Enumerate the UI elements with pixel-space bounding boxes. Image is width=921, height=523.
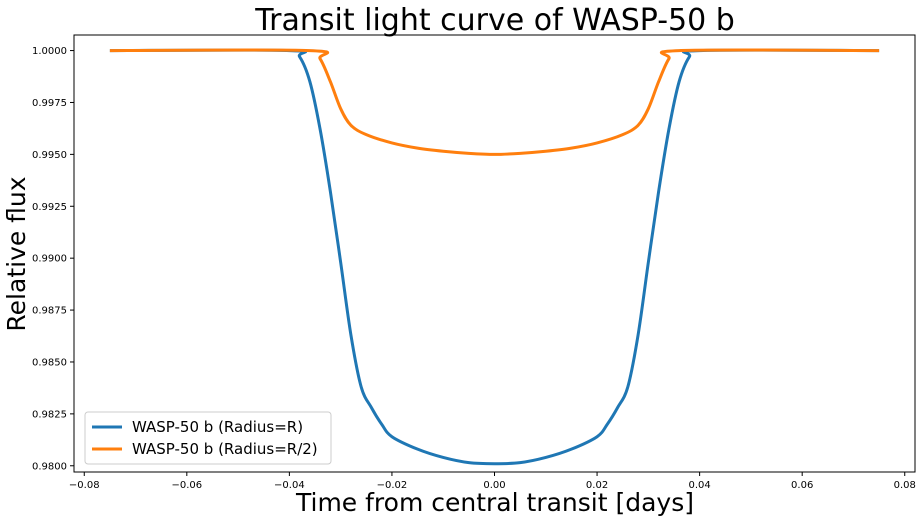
series-line-1 [109,48,880,466]
x-tick-label: −0.06 [171,480,202,491]
x-tick-label: 0.04 [688,480,710,491]
x-tick-label: 0.08 [894,480,916,491]
plot-area [109,48,880,466]
legend-box [84,411,332,465]
y-tick-label: 0.9925 [32,202,67,213]
y-tick-label: 0.9825 [32,409,67,420]
y-tick-label: 0.9850 [32,357,67,368]
x-tick-label: 0.06 [791,480,813,491]
y-tick-label: 0.9800 [32,461,67,472]
x-axis-label: Time from central transit [days] [295,488,694,517]
legend: WASP-50 b (Radius=R) WASP-50 b (Radius=R/… [84,411,332,465]
y-tick-label: 0.9975 [32,98,67,109]
x-tick-label: −0.04 [274,480,305,491]
legend-label: WASP-50 b (Radius=R/2) [132,440,318,458]
x-tick-label: −0.02 [377,480,408,491]
y-tick-label: 1.0000 [32,46,67,57]
legend-label: WASP-50 b (Radius=R) [132,418,303,436]
x-tick-label: −0.08 [69,480,100,491]
x-tick-label: 0.00 [483,480,505,491]
chart-title: Transit light curve of WASP-50 b [254,3,735,38]
y-tick-label: 0.9900 [32,254,67,265]
x-tick-label: 0.02 [586,480,608,491]
y-tick-label: 0.9875 [32,306,67,317]
y-tick-label: 0.9950 [32,150,67,161]
y-axis-label: Relative flux [2,176,31,331]
series-line-2 [109,48,880,156]
